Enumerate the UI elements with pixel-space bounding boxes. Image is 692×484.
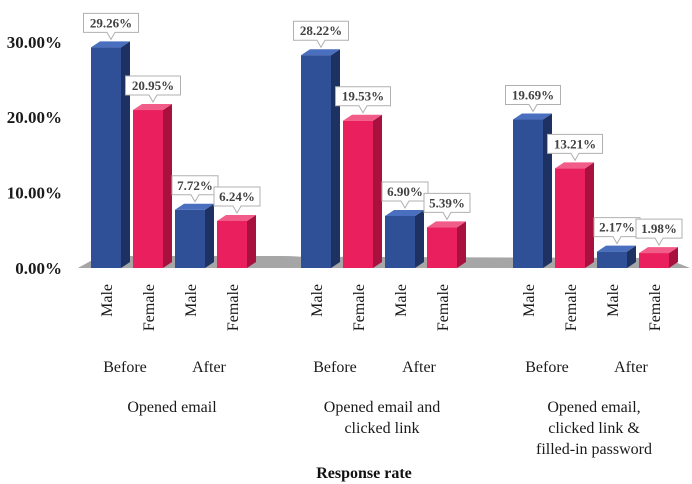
x-subgroup-label: Before (103, 359, 147, 376)
x-category-label: Female (351, 284, 368, 331)
x-group-label: Opened email, clicked link & filled-in pas… (536, 399, 652, 458)
x-category-label: Female (563, 284, 580, 331)
x-subgroup-label: Before (525, 359, 569, 376)
data-label-box (635, 218, 683, 247)
data-label: 19.53% (342, 89, 384, 104)
x-category-label: Female (141, 284, 158, 331)
bar-top (91, 41, 130, 48)
y-tick-label: 10.00% (7, 184, 62, 203)
x-group-label: Opened email (127, 399, 217, 416)
data-label: 29.26% (90, 15, 132, 30)
data-label: 13.21% (554, 136, 596, 151)
bar-side (457, 221, 466, 268)
bar (639, 253, 669, 268)
data-labels: 29.26% 20.95% 7.72% 6.24% 28.22% 19.53% 6.90% 5… (83, 12, 683, 247)
bar-side (163, 104, 172, 268)
x-axis-title: Response rate (316, 465, 412, 482)
data-label-box (381, 181, 429, 209)
data-label: 1.98% (641, 221, 677, 236)
bar (427, 227, 457, 268)
bar-side (205, 203, 214, 268)
x-group-label: Opened email and clicked link (324, 399, 440, 437)
bar (385, 215, 415, 268)
bar-side (331, 49, 340, 269)
data-label: 6.24% (219, 189, 255, 204)
bar-side (585, 162, 594, 268)
bar-side (627, 245, 636, 268)
bar (175, 209, 205, 268)
bar-top (301, 49, 340, 56)
bar-top (385, 209, 424, 216)
x-category-label: Male (521, 284, 538, 317)
bar-top (343, 114, 382, 121)
data-label-box (83, 12, 139, 41)
bar (217, 220, 247, 268)
bars (91, 41, 678, 269)
x-category-label: Male (183, 284, 200, 317)
bar-side (373, 114, 382, 268)
data-label: 28.22% (300, 23, 342, 38)
bar-top (133, 104, 172, 111)
bar-side (121, 41, 130, 268)
x-category-label: Male (393, 284, 410, 317)
bar-side (669, 247, 678, 268)
bar (597, 251, 627, 268)
bar-side (415, 209, 424, 268)
bar-top (555, 162, 594, 169)
bar-top (639, 247, 678, 254)
data-label: 7.72% (177, 178, 213, 193)
data-label: 2.17% (599, 220, 635, 235)
y-tick-label: 0.00% (15, 259, 62, 278)
x-category-label: Female (647, 284, 664, 331)
x-subgroup-label: After (192, 359, 226, 376)
data-label-box (125, 75, 181, 104)
data-label-box (335, 86, 391, 114)
y-axis: 0.00% 10.00% 20.00% 30.00% (7, 33, 62, 278)
bar (555, 168, 585, 268)
data-label-box (547, 133, 603, 162)
x-subgroup-label: After (614, 359, 648, 376)
data-label-box (423, 192, 471, 221)
data-label: 20.95% (132, 78, 174, 93)
bar-top (217, 214, 256, 221)
bar-top (427, 221, 466, 228)
data-label-box (171, 175, 219, 203)
x-category-label: Female (435, 284, 452, 331)
x-category-label: Female (225, 284, 242, 331)
bar-top (175, 203, 214, 210)
data-label: 19.69% (512, 88, 554, 103)
y-tick-label: 20.00% (7, 108, 62, 127)
data-label-box (213, 186, 261, 214)
data-label: 6.90% (387, 184, 423, 199)
data-label-box (293, 20, 349, 49)
bar (133, 110, 163, 268)
bar-top (513, 113, 552, 120)
y-tick-label: 30.00% (7, 33, 62, 52)
bar-side (247, 214, 256, 268)
bar (301, 55, 331, 269)
x-subgroup-label: After (402, 359, 436, 376)
data-label: 5.39% (429, 195, 465, 210)
bar (91, 47, 121, 268)
x-category-label: Male (309, 284, 326, 317)
bar (343, 120, 373, 268)
x-axis-labels: Male Female Male Female Before After Opened em… (99, 284, 664, 458)
bar (513, 119, 543, 268)
x-subgroup-label: Before (313, 359, 357, 376)
x-category-label: Male (605, 284, 622, 317)
data-label-box (505, 85, 561, 113)
bar-top (597, 245, 636, 252)
x-category-label: Male (99, 284, 116, 317)
